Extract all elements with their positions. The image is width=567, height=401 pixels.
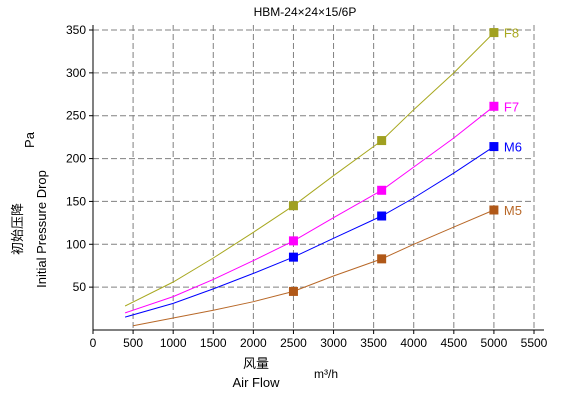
- series-m5: M5: [133, 203, 522, 327]
- series-f7: F7: [124, 99, 519, 314]
- y-axis-title: Initial Pressure Drop: [34, 170, 49, 288]
- series-line-m6: [124, 146, 495, 318]
- x-tick-label: 3000: [320, 336, 347, 350]
- y-tick-label: 150: [66, 194, 86, 208]
- data-point-m6: [489, 142, 499, 152]
- x-tick-label: 500: [123, 336, 143, 350]
- x-tick-label: 2500: [280, 336, 307, 350]
- y-axis-title-cn: 初始压降: [10, 203, 25, 255]
- y-tick-label: 250: [66, 109, 86, 123]
- series: F8 F7 M6 M5: [124, 26, 522, 327]
- grid: [93, 25, 535, 330]
- x-tick-label: 3500: [360, 336, 387, 350]
- x-axis-ticks: 0 500 1000 1500 2000 2500 3000 3500 4000 4500 5000…: [90, 330, 548, 350]
- y-tick-label: 100: [66, 237, 86, 251]
- data-point-m5: [489, 205, 499, 215]
- data-point-m5: [377, 254, 387, 264]
- series-label-m6: M6: [504, 140, 522, 155]
- y-tick-label: 50: [73, 280, 87, 294]
- data-point-m6: [377, 211, 387, 221]
- x-tick-label: 5500: [521, 336, 548, 350]
- series-f8: F8: [124, 26, 519, 307]
- x-tick-label: 4500: [440, 336, 467, 350]
- y-tick-label: 300: [66, 66, 86, 80]
- data-point-f7: [377, 185, 387, 195]
- y-tick-label: 200: [66, 152, 86, 166]
- series-label-m5: M5: [504, 203, 522, 218]
- x-tick-label: 2000: [240, 336, 267, 350]
- x-tick-label: 1500: [200, 336, 227, 350]
- axes: [92, 25, 544, 331]
- y-axis-ticks: 50 100 150 200 250 300 350: [66, 23, 93, 294]
- x-tick-label: 5000: [481, 336, 508, 350]
- data-point-f8: [377, 136, 387, 146]
- x-tick-label: 4000: [400, 336, 427, 350]
- series-line-f7: [124, 105, 495, 314]
- data-point-m5: [288, 286, 298, 296]
- x-axis-title-cn: 风量: [243, 356, 269, 371]
- data-point-f7: [489, 101, 499, 111]
- series-m6: M6: [124, 140, 522, 318]
- series-line-f8: [124, 32, 495, 307]
- chart-title: HBM-24×24×15/6P: [254, 5, 357, 19]
- data-point-f8: [288, 201, 298, 211]
- x-axis-title: Air Flow: [233, 375, 281, 390]
- series-label-f8: F8: [504, 26, 519, 41]
- data-point-m6: [288, 252, 298, 262]
- y-axis-unit: Pa: [22, 131, 37, 148]
- series-label-f7: F7: [504, 99, 519, 114]
- data-point-f7: [288, 236, 298, 246]
- x-tick-label: 1000: [160, 336, 187, 350]
- x-axis-unit: m³/h: [314, 367, 338, 381]
- y-tick-label: 350: [66, 23, 86, 37]
- x-tick-label: 0: [90, 336, 97, 350]
- series-line-m5: [133, 209, 495, 327]
- data-point-f8: [489, 28, 499, 38]
